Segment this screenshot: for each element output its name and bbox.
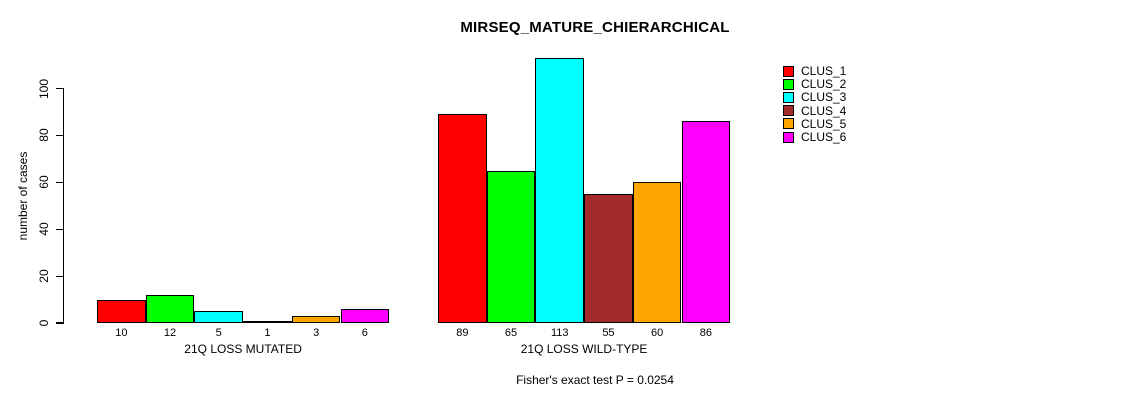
legend-item: CLUS_3 (783, 91, 846, 103)
bar-clus_5-group2 (632, 182, 682, 323)
group-label: 21Q LOSS WILD-TYPE (520, 342, 648, 356)
legend-item: CLUS_4 (783, 105, 846, 117)
group-label: 21Q LOSS MUTATED (184, 342, 302, 356)
y-tick-value: 40 (37, 222, 51, 236)
y-tick-mark (56, 275, 63, 277)
bar-value-label: 5 (215, 327, 222, 339)
legend-swatch-icon (783, 118, 794, 130)
bar-value-label: 89 (456, 327, 469, 339)
legend-label: CLUS_2 (801, 77, 847, 92)
bar-clus_5-group1 (291, 315, 341, 323)
legend-label: CLUS_5 (801, 116, 847, 131)
legend-item: CLUS_2 (783, 78, 846, 90)
y-tick-value: 0 (37, 319, 51, 327)
bar-clus_4-group1 (243, 320, 292, 323)
legend-swatch-icon (783, 131, 794, 143)
legend-item: CLUS_1 (783, 65, 846, 77)
legend-swatch-icon (783, 105, 794, 117)
bar-clus_1-group2 (438, 114, 487, 323)
y-tick-value: 20 (37, 269, 51, 283)
y-tick-mark (56, 322, 63, 324)
y-axis-label: number of cases (16, 151, 30, 241)
legend-label: CLUS_3 (801, 90, 847, 105)
bar-value-label: 55 (602, 327, 615, 339)
y-tick-mark (56, 87, 63, 90)
bar-value-label: 86 (699, 327, 712, 339)
bar-value-label: 6 (361, 327, 368, 339)
legend-swatch-icon (783, 78, 794, 90)
chart-title: MIRSEQ_MATURE_CHIERARCHICAL (460, 19, 730, 36)
y-tick-mark (56, 134, 63, 136)
legend-label: CLUS_6 (801, 130, 847, 144)
bar-clus_3-group2 (535, 58, 585, 323)
bar-clus_3-group1 (194, 311, 244, 323)
bar-value-label: 12 (163, 327, 177, 339)
bar-clus_6-group2 (681, 121, 731, 323)
bar-clus_2-group1 (145, 294, 195, 323)
bar-clus_2-group2 (486, 170, 536, 323)
y-tick-mark (56, 181, 63, 183)
legend-label: CLUS_1 (801, 64, 847, 78)
y-tick-value: 100 (37, 78, 51, 99)
legend-label: CLUS_4 (801, 103, 847, 118)
legend-item: CLUS_5 (783, 118, 846, 130)
y-tick-value: 80 (37, 128, 51, 143)
bar-value-label: 60 (651, 327, 664, 339)
legend-item: CLUS_6 (783, 131, 846, 143)
bar-value-label: 65 (504, 327, 518, 339)
bar-value-label: 3 (313, 327, 320, 339)
legend-swatch-icon (783, 65, 794, 77)
y-tick-value: 60 (37, 175, 51, 189)
y-axis-line (62, 88, 64, 324)
fisher-test-caption: Fisher's exact test P = 0.0254 (516, 373, 674, 387)
bar-value-label: 1 (264, 327, 271, 339)
bar-value-label: 113 (550, 327, 569, 339)
y-tick-mark (56, 228, 63, 230)
bar-clus_6-group1 (340, 308, 390, 323)
bar-value-label: 10 (115, 327, 128, 339)
bar-clus_1-group1 (97, 299, 146, 323)
bar-clus_4-group2 (584, 194, 633, 323)
legend-swatch-icon (783, 91, 794, 103)
